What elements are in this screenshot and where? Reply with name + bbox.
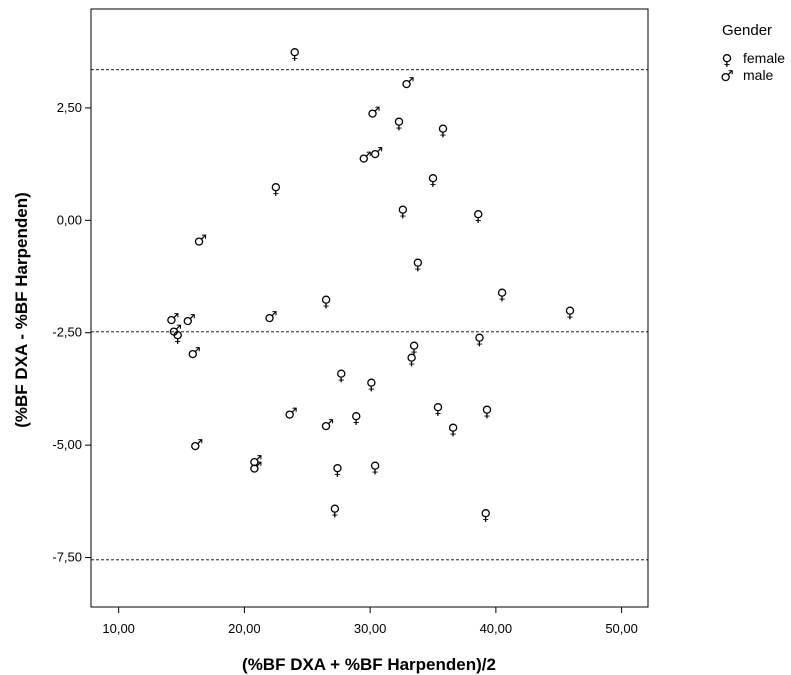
point-female: ♀	[336, 366, 347, 384]
legend-label-male: male	[743, 67, 774, 83]
point-male: ♂	[321, 416, 334, 434]
point-female: ♀	[427, 171, 438, 189]
point-female: ♀	[366, 375, 377, 393]
point-female: ♀	[397, 202, 408, 220]
point-female: ♀	[321, 292, 332, 310]
point-male: ♂	[169, 321, 182, 339]
point-male: ♂	[370, 144, 383, 162]
legend: Gender ♀ female ♂ male	[720, 22, 785, 85]
legend-label-female: female	[743, 50, 785, 66]
x-tick-label: 20,00	[228, 621, 261, 636]
point-male: ♂	[249, 459, 262, 477]
point-female: ♀	[172, 328, 183, 346]
female-icon: ♀	[722, 51, 733, 69]
point-female: ♀	[438, 121, 449, 139]
point-female: ♀	[474, 330, 485, 348]
point-female: ♀	[480, 506, 491, 524]
y-tick-label: -2,50	[52, 325, 82, 340]
point-female: ♀	[370, 459, 381, 477]
point-female: ♀	[332, 461, 343, 479]
point-female: ♀	[394, 115, 405, 133]
x-axis: 10,00 20,00 30,00 40,00 50,00	[102, 607, 638, 636]
point-female: ♀	[473, 207, 484, 225]
point-female: ♀	[433, 400, 444, 418]
y-tick-label: -7,50	[52, 550, 82, 565]
point-female: ♀	[497, 286, 508, 304]
y-tick-label: 0,00	[57, 212, 82, 227]
point-female: ♀	[406, 351, 417, 369]
legend-title: Gender	[722, 22, 772, 39]
point-female: ♀	[448, 420, 459, 438]
x-axis-title: (%BF DXA + %BF Harpenden)/2	[242, 655, 496, 674]
x-tick-label: 50,00	[605, 621, 638, 636]
point-male: ♂	[358, 148, 371, 166]
y-tick-label: -5,00	[52, 437, 82, 452]
x-tick-label: 30,00	[354, 621, 387, 636]
point-female: ♀	[409, 339, 420, 357]
plot-frame	[90, 8, 649, 608]
point-male: ♂	[187, 344, 200, 362]
x-tick-label: 10,00	[102, 621, 135, 636]
y-axis-title: (%BF DXA - %BF Harpenden)	[12, 192, 31, 428]
plot-area	[90, 8, 649, 608]
point-male: ♂	[264, 308, 277, 326]
male-icon: ♂	[720, 67, 733, 85]
point-male: ♂	[401, 74, 414, 92]
point-female: ♀	[289, 45, 300, 63]
point-female: ♀	[482, 402, 493, 420]
data-points: ♀♀ ♀♀ ♀♀ ♀♀♀♀♀♀♀♀♀ ♀♀ ♀♀♀♀ ♀♀ ♀♀♂♂♂♂♂♂♂ ♂♂♂♂♂♂♂♂	[166, 45, 576, 524]
point-female: ♀	[351, 409, 362, 427]
y-tick-label: 2,50	[57, 100, 82, 115]
point-female: ♀	[565, 303, 576, 321]
point-male: ♂	[249, 452, 262, 470]
point-male: ♂	[367, 103, 380, 121]
point-male: ♂	[284, 405, 297, 423]
point-male: ♂	[194, 232, 207, 250]
point-female: ♀	[270, 180, 281, 198]
point-female: ♀	[329, 501, 340, 519]
reference-lines	[91, 69, 648, 561]
y-axis: 2,50 0,00 -2,50 -5,00 -7,50	[52, 100, 91, 565]
x-tick-label: 40,00	[480, 621, 513, 636]
point-male: ♂	[190, 436, 203, 454]
point-female: ♀	[412, 255, 423, 273]
point-male: ♂	[166, 310, 179, 328]
point-male: ♂	[182, 311, 195, 329]
